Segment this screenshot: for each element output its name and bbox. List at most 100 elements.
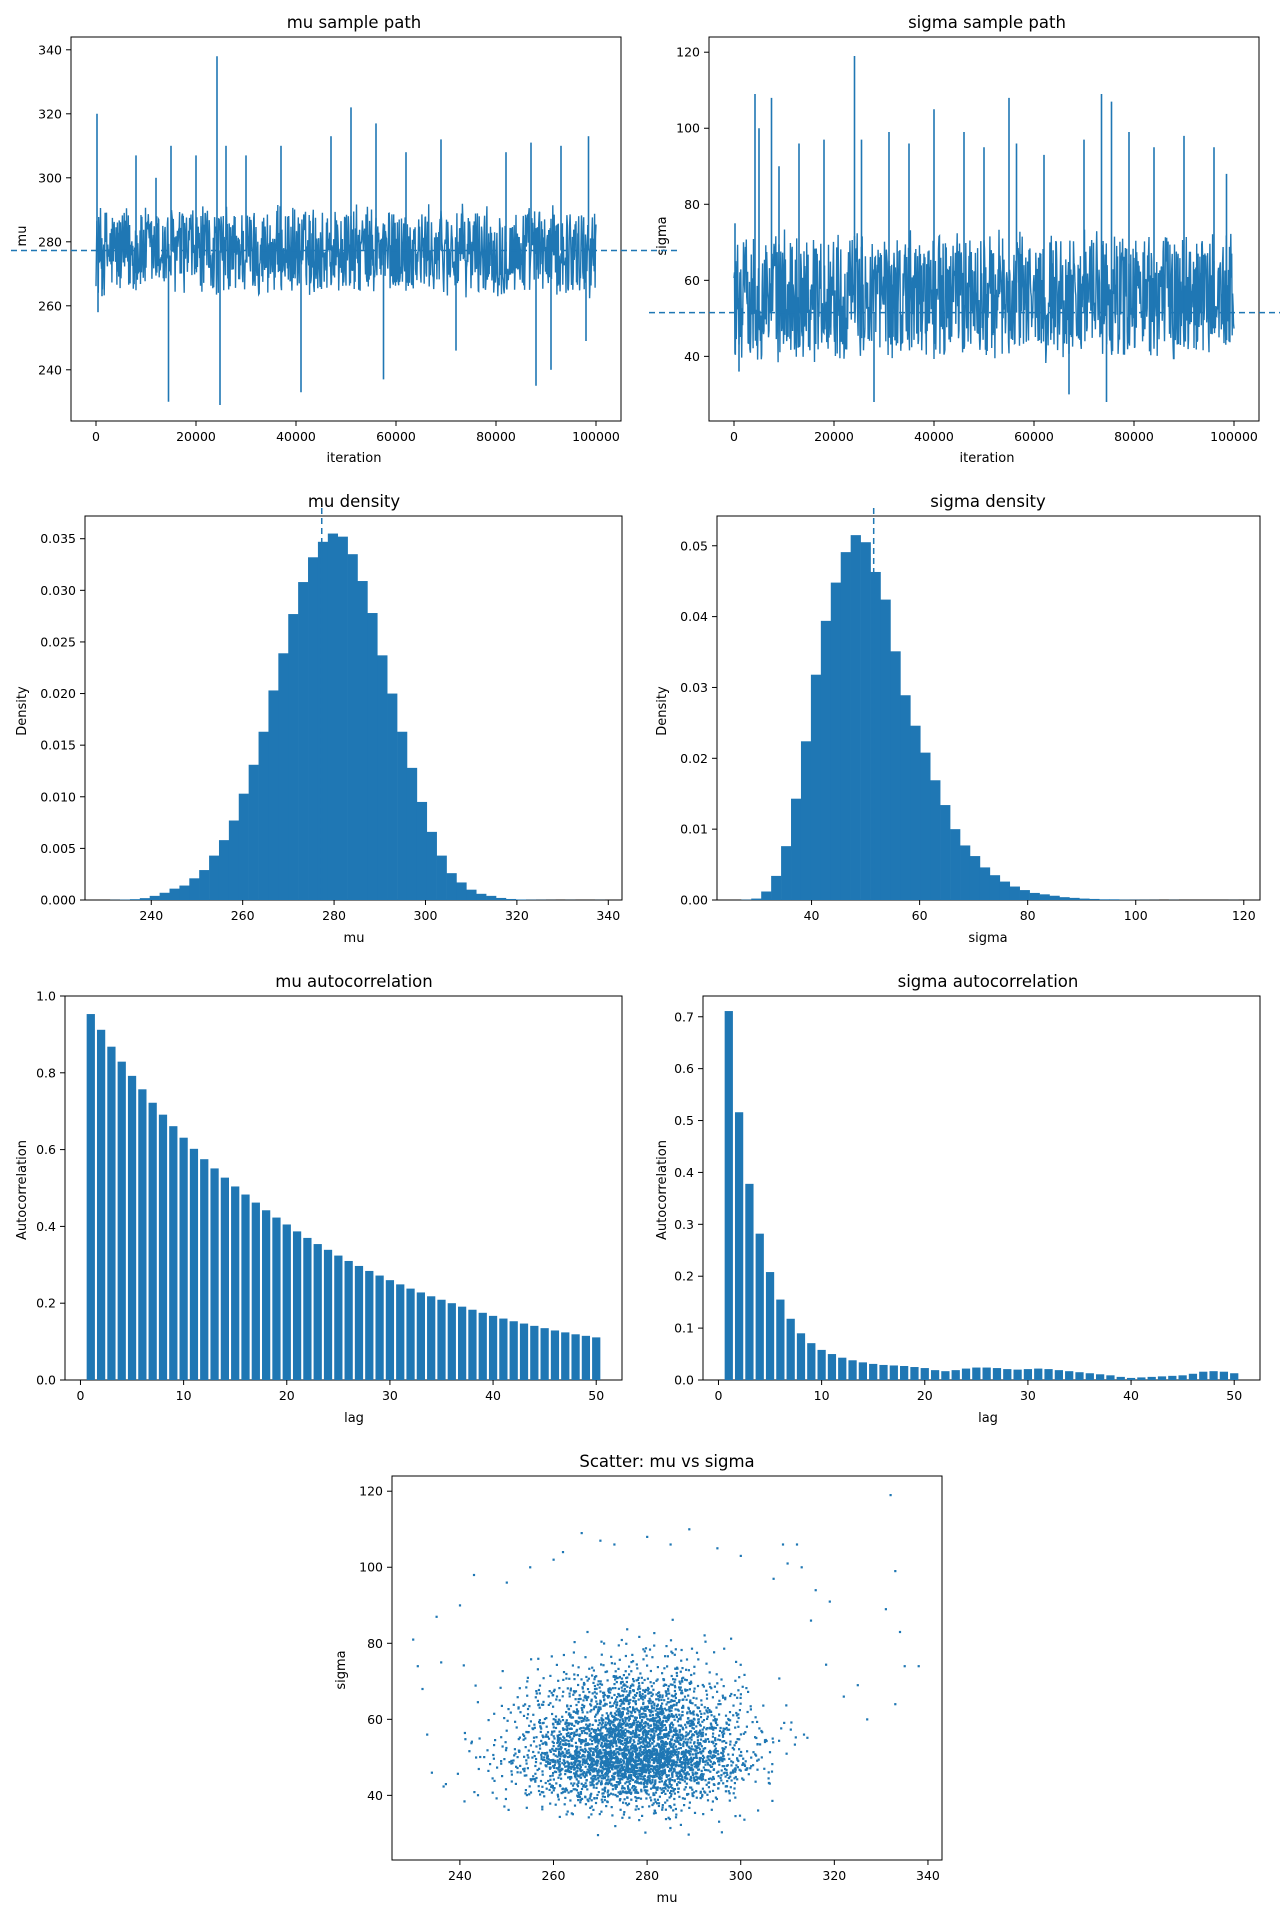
scatter-point [688, 1681, 691, 1685]
scatter-point [585, 1675, 588, 1678]
scatter-point [509, 1711, 512, 1714]
scatter-point [688, 1737, 692, 1740]
scatter-point [552, 1726, 555, 1729]
scatter-point [703, 1768, 707, 1771]
scatter-point [693, 1687, 696, 1690]
scatter-point [534, 1761, 538, 1764]
scatter-point [700, 1769, 703, 1772]
mu-trace-xtick-label: 0 [92, 429, 100, 444]
scatter-point [595, 1729, 598, 1732]
scatter-point [583, 1751, 586, 1754]
scatter-point [637, 1720, 640, 1723]
scatter-point [703, 1706, 706, 1709]
scatter-point [673, 1797, 676, 1801]
scatter-point [596, 1752, 599, 1755]
scatter-point [601, 1761, 605, 1765]
sigma-density-bar [1109, 899, 1120, 900]
scatter-point [725, 1771, 728, 1774]
scatter-point [561, 1791, 565, 1794]
scatter-ylabel: sigma [334, 1650, 349, 1689]
scatter-point [670, 1793, 673, 1796]
scatter-point [696, 1772, 699, 1775]
scatter-point [635, 1752, 638, 1756]
scatter-point [541, 1805, 544, 1808]
scatter-point [725, 1721, 728, 1724]
scatter-point [594, 1719, 597, 1722]
scatter-point [572, 1710, 575, 1713]
mu-density-ytick-label: 0.020 [40, 686, 76, 701]
scatter-point [672, 1788, 675, 1791]
scatter-point [637, 1807, 640, 1811]
scatter-point [622, 1684, 625, 1687]
scatter-point [632, 1689, 635, 1692]
scatter-point [643, 1706, 646, 1709]
scatter-point [621, 1680, 624, 1683]
scatter-point [642, 1702, 645, 1706]
scatter-point [682, 1740, 685, 1743]
scatter-point [678, 1764, 681, 1767]
scatter-point [536, 1768, 539, 1772]
scatter-point [584, 1782, 587, 1785]
scatter-point [698, 1777, 701, 1780]
scatter-point [605, 1712, 608, 1715]
scatter-point [754, 1780, 757, 1783]
scatter-point [593, 1684, 596, 1688]
scatter-point [644, 1705, 647, 1709]
scatter-point [685, 1756, 688, 1759]
mu-density-bar [199, 870, 210, 900]
scatter-point [629, 1753, 632, 1756]
panel-mu-trace: mu sample path iteration mu [15, 13, 421, 466]
scatter-point [681, 1778, 684, 1782]
scatter-point [608, 1762, 611, 1765]
scatter-point [580, 1716, 583, 1720]
scatter-point [628, 1782, 631, 1786]
scatter-point [591, 1743, 594, 1746]
scatter-point [687, 1749, 690, 1753]
scatter-point [671, 1779, 674, 1782]
mu-acf-bar [138, 1089, 147, 1380]
scatter-point [752, 1751, 755, 1754]
mu-density-bar [268, 690, 279, 900]
scatter-point [623, 1798, 626, 1801]
scatter-point [661, 1702, 664, 1705]
scatter-point [654, 1786, 657, 1789]
scatter-point [678, 1795, 681, 1798]
scatter-point [524, 1737, 527, 1740]
scatter-point [571, 1716, 575, 1719]
scatter-point [541, 1751, 544, 1755]
scatter-point [612, 1756, 615, 1760]
scatter-point [621, 1719, 624, 1722]
sigma-acf-axes: 0 10 20 30 40 500.00.10.20.30.40.50.60.7 [674, 995, 1261, 1403]
scatter-point [522, 1733, 525, 1736]
scatter-point [487, 1769, 490, 1772]
scatter-point [653, 1782, 657, 1786]
scatter-point [652, 1722, 656, 1725]
scatter-point [607, 1765, 610, 1768]
scatter-point [589, 1773, 592, 1776]
scatter-point [565, 1732, 568, 1736]
scatter-point [623, 1742, 626, 1745]
scatter-point [625, 1792, 628, 1795]
mu-density-xtick-label: 240 [139, 908, 163, 923]
scatter-point [675, 1671, 678, 1675]
scatter-point [671, 1683, 674, 1686]
scatter-point [650, 1756, 653, 1759]
scatter-point [440, 1661, 443, 1664]
scatter-point [549, 1802, 552, 1805]
scatter-point [621, 1785, 624, 1788]
scatter-point [687, 1792, 690, 1796]
scatter-point [721, 1733, 724, 1737]
scatter-point [573, 1724, 576, 1727]
scatter-point [609, 1764, 612, 1767]
scatter-point [578, 1694, 581, 1697]
scatter-point [572, 1651, 575, 1654]
scatter-point [756, 1768, 759, 1771]
scatter-point [681, 1737, 684, 1740]
scatter-point [549, 1778, 552, 1781]
scatter-point [656, 1714, 660, 1717]
mu-density-bar [515, 899, 526, 900]
scatter-point [691, 1758, 695, 1761]
scatter-point [565, 1765, 568, 1768]
scatter-point [632, 1680, 635, 1683]
scatter-point [660, 1771, 663, 1775]
